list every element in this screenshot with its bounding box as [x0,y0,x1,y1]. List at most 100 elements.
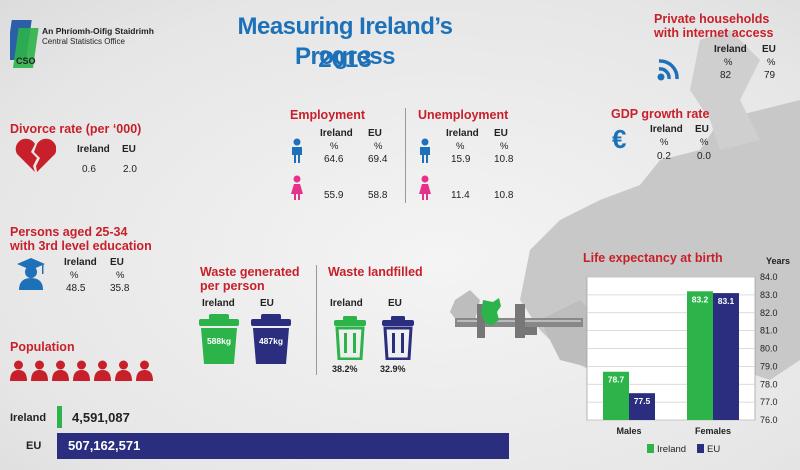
bin-icon [199,314,239,364]
bin-icon [334,316,366,360]
chart-bar [603,371,629,420]
chart-data-label: 83.2 [692,294,709,304]
waste-landfilled-col-ireland: Ireland [330,298,363,309]
female-icon [419,175,431,200]
waste-generated-ireland-value: 588kg [206,336,232,346]
internet-ireland-value: 82 [720,70,732,81]
life-expectancy-chart: 76.0 77.0 78.0 79.0 80.0 81.0 82.0 83.0 84.0 78.7… [586,272,778,455]
logo-english-name: Central Statistics Office [42,37,125,46]
divorce-ireland-value: 0.6 [82,164,96,175]
euro-icon: € [612,124,627,154]
employment-divider [405,108,406,203]
employment-title: Employment [290,108,366,122]
unemployment-female-ireland: 11.4 [451,190,470,201]
unemployment-unit-ireland: % [456,141,465,152]
chart-data-label: 78.7 [608,375,625,385]
employment-col-eu: EU [368,128,382,139]
chart-legend-label: EU [707,444,720,455]
unemployment-female-eu: 10.8 [494,190,514,201]
cso-logo-icon [6,20,39,68]
gdp-col-eu: EU [695,124,709,135]
male-icon [420,138,430,163]
waste-generated-col-ireland: Ireland [202,298,235,309]
logo-irish-name: An Phríomh-Oifig Staidrimh [42,26,154,36]
population-eu-bar [57,433,509,459]
internet-col-eu: EU [762,44,776,55]
education-eu-value: 35.8 [110,283,130,294]
education-title-line2: with 3rd level education [10,239,152,253]
employment-female-ireland: 55.9 [324,190,344,201]
chart-title: Life expectancy at birth [583,251,723,265]
chart-legend-swatch [647,444,654,453]
chart-bar [629,393,655,420]
bin-icon [251,314,291,364]
chart-y-tick-label: 78.0 [760,379,778,389]
waste-landfilled-ireland-value: 38.2% [332,364,358,374]
chart-y-tick-label: 77.0 [760,397,778,407]
population-ireland-label: Ireland [10,412,47,424]
education-col-eu: EU [110,257,124,268]
unemployment-col-ireland: Ireland [446,128,479,139]
education-title-line1: Persons aged 25-34 [10,225,128,239]
broken-heart-icon [15,138,56,172]
male-icon [292,138,302,163]
education-ireland-value: 48.5 [66,283,86,294]
divorce-col-eu: EU [122,144,136,155]
waste-generated-title-line2: per person [200,279,265,293]
internet-title-line1: Private households [654,12,770,26]
page-title: Measuring Ireland’s Progress [237,13,453,70]
cso-logo: CSO [6,18,46,79]
internet-unit-eu: % [767,57,776,68]
graduate-icon [17,258,45,290]
chart-y-tick-label: 84.0 [760,272,778,282]
chart-data-label: 77.5 [634,396,651,406]
gdp-unit-eu: % [700,137,709,148]
gdp-title: GDP growth rate [611,107,710,121]
chart-legend-label: Ireland [657,444,686,455]
page-year: 2013 [318,46,372,73]
chart-bar [713,293,739,420]
wifi-icon [657,59,679,81]
waste-generated-col-eu: EU [260,298,274,309]
employment-unit-eu: % [374,141,383,152]
internet-col-ireland: Ireland [714,44,747,55]
divorce-col-ireland: Ireland [77,144,110,155]
chart-y-tick-label: 80.0 [760,344,778,354]
chart-legend-swatch [697,444,704,453]
internet-title-line2: with internet access [654,26,774,40]
internet-eu-value: 79 [764,70,776,81]
divorce-title: Divorce rate (per ‘000) [10,122,142,136]
divorce-eu-value: 2.0 [123,164,137,175]
chart-y-tick-label: 83.0 [760,290,778,300]
population-eu-value: 507,162,571 [68,438,141,453]
gdp-col-ireland: Ireland [650,124,683,135]
gdp-eu-value: 0.0 [697,151,711,162]
gdp-unit-ireland: % [660,137,669,148]
employment-unit-ireland: % [330,141,339,152]
bin-icon [382,316,414,360]
chart-y-tick-label: 82.0 [760,308,778,318]
cso-logo-mark: CSO [16,56,36,66]
person-icon [52,360,69,381]
chart-x-tick-label: Females [695,426,731,436]
population-title: Population [10,340,75,354]
unemployment-title: Unemployment [418,108,509,122]
employment-col-ireland: Ireland [320,128,353,139]
female-icon [291,175,303,200]
person-icon [31,360,48,381]
employment-male-eu: 69.4 [368,154,388,165]
waste-landfilled-eu-value: 32.9% [380,364,406,374]
unemployment-unit-eu: % [500,141,509,152]
chart-bar [687,291,713,420]
education-unit-eu: % [116,270,125,281]
waste-divider [316,265,317,375]
waste-landfilled-col-eu: EU [388,298,402,309]
gdp-ireland-value: 0.2 [657,151,671,162]
chart-y-tick-label: 79.0 [760,361,778,371]
person-icon [115,360,132,381]
employment-male-ireland: 64.6 [324,154,344,165]
people-icon-row [10,360,153,381]
unemployment-male-eu: 10.8 [494,154,514,165]
internet-unit-ireland: % [724,57,733,68]
